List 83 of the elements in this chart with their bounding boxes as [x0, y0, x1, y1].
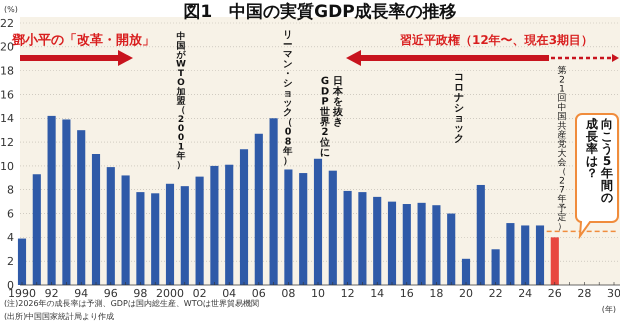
x-tick-label: 26	[548, 287, 562, 300]
bar	[122, 175, 130, 285]
bar	[270, 118, 278, 285]
x-tick-label: 18	[429, 287, 444, 300]
bar	[240, 149, 248, 285]
annotation: 日本を抜き	[332, 76, 344, 128]
x-tick-label: 96	[104, 287, 118, 300]
bar	[225, 164, 234, 285]
bar	[314, 158, 322, 285]
x-tick-label: 98	[133, 287, 148, 300]
annotation: 向こう5年間の	[600, 117, 613, 205]
x-axis-title: (年)	[602, 305, 616, 314]
bar	[284, 169, 292, 285]
y-tick-label: 4	[7, 231, 14, 244]
bar	[299, 173, 308, 285]
bar	[476, 184, 485, 285]
y-axis-title: (%)	[4, 5, 18, 14]
bar	[32, 174, 41, 285]
bar	[62, 119, 70, 285]
text: (注)2026年の成長率は予測、GDPは国内総生産、WTOは世界貿易機関	[4, 299, 259, 308]
bar	[373, 196, 382, 285]
text: 中国がWTO加盟（2001年）	[176, 32, 186, 171]
x-tick-label: 02	[192, 287, 207, 300]
x-tick-label: 2000	[156, 287, 184, 300]
y-tick-label: 2	[7, 255, 14, 268]
bar	[328, 170, 337, 285]
y-tick-label: 10	[0, 160, 14, 173]
x-tick-label: 12	[340, 287, 355, 300]
bar	[48, 116, 56, 285]
bar	[151, 193, 160, 285]
bar	[180, 186, 189, 285]
bar	[18, 238, 26, 285]
bar	[402, 204, 411, 285]
chart-title: 図1 中国の実質GDP成長率の推移	[183, 2, 457, 22]
annotation: 習近平政権（12年〜、現在3期目）	[400, 33, 594, 47]
x-tick-label: 16	[400, 287, 414, 300]
annotation: コロナショック	[454, 72, 464, 144]
y-tick-label: 12	[0, 136, 14, 149]
x-tick-label: 14	[370, 287, 384, 300]
x-tick-label: 24	[518, 287, 532, 300]
x-tick-label: 10	[311, 287, 325, 300]
bar	[550, 237, 559, 285]
text: (出所)中国国家統計局より作成	[4, 312, 114, 321]
x-tick-label: 30	[607, 287, 620, 300]
y-tick-label: 20	[0, 40, 14, 54]
x-tick-label: 06	[252, 287, 266, 300]
bar	[506, 223, 514, 285]
x-tick-label: 04	[222, 287, 236, 300]
bar	[492, 249, 500, 285]
bar	[432, 205, 440, 285]
bar	[358, 192, 366, 285]
text: リーマン・ショック（08年）	[283, 30, 293, 167]
y-tick-label: 18	[0, 64, 14, 78]
x-tick-label: 94	[74, 287, 88, 300]
x-tick-label: 08	[281, 287, 296, 300]
y-tick-label: 8	[7, 184, 14, 197]
annotation: GDP世界2位に	[319, 76, 330, 159]
y-tick-label: 22	[0, 16, 14, 30]
bar	[77, 130, 86, 285]
bar	[462, 258, 470, 285]
bar	[521, 225, 530, 285]
bar	[210, 166, 218, 285]
y-tick-label: 16	[0, 88, 14, 102]
bar	[92, 154, 100, 285]
bar	[254, 134, 263, 285]
y-tick-label: 14	[0, 112, 14, 126]
text: 第21回中国共産党大会（27年予定）	[558, 66, 566, 232]
annotation: 成長率は？	[585, 117, 598, 180]
bar	[166, 184, 174, 285]
y-tick-label: 6	[7, 207, 14, 220]
bar	[136, 192, 144, 285]
bar	[106, 167, 115, 285]
x-tick-label: 28	[577, 287, 592, 300]
bar	[536, 225, 544, 285]
x-tick-label: 1990	[8, 287, 36, 300]
bar	[418, 202, 426, 285]
x-tick-label: 20	[459, 287, 473, 300]
x-tick-label: 22	[488, 287, 503, 300]
x-tick-label: 92	[44, 287, 59, 300]
bar	[388, 202, 396, 285]
bar	[196, 176, 204, 285]
bar	[344, 190, 352, 285]
bar	[447, 214, 456, 285]
